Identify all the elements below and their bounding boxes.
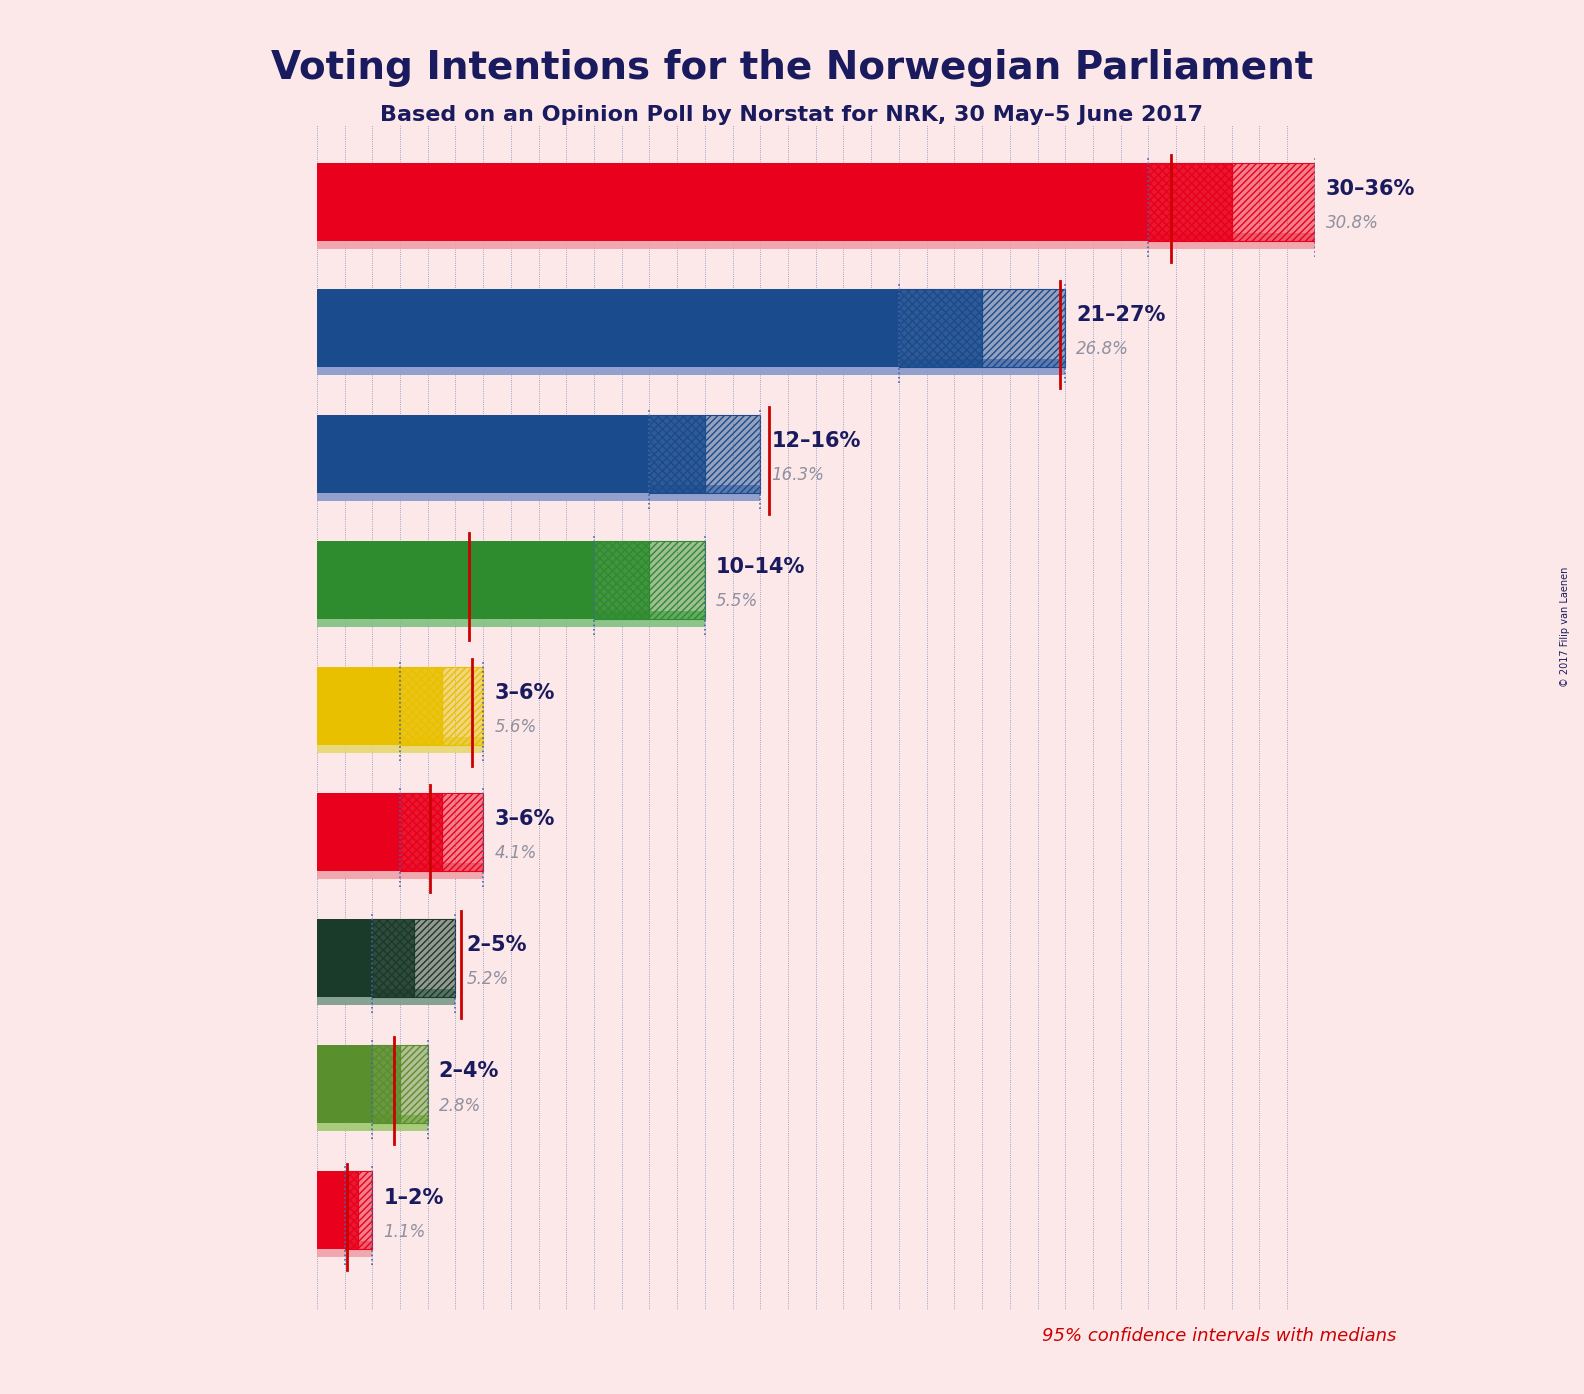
Bar <box>649 415 705 493</box>
Bar <box>982 289 1066 367</box>
Bar <box>594 541 649 619</box>
Bar <box>594 541 649 619</box>
Bar <box>413 919 456 997</box>
Text: 2.8%: 2.8% <box>439 1097 482 1115</box>
Bar <box>399 793 442 871</box>
Text: 5.2%: 5.2% <box>467 970 508 988</box>
Text: 1.1%: 1.1% <box>383 1223 426 1241</box>
Bar <box>317 737 483 753</box>
Bar <box>372 919 413 997</box>
Bar <box>317 233 1315 250</box>
Bar <box>317 1046 372 1124</box>
Bar <box>317 485 760 500</box>
Text: 95% confidence intervals with medians: 95% confidence intervals with medians <box>1042 1327 1397 1345</box>
Bar <box>399 1046 428 1124</box>
Text: Based on an Opinion Poll by Norstat for NRK, 30 May–5 June 2017: Based on an Opinion Poll by Norstat for … <box>380 105 1204 124</box>
Bar <box>399 666 442 744</box>
Bar <box>649 415 705 493</box>
Bar <box>317 919 372 997</box>
Bar <box>399 666 442 744</box>
Bar <box>442 666 483 744</box>
Text: 21–27%: 21–27% <box>1076 305 1166 325</box>
Text: © 2017 Filip van Laenen: © 2017 Filip van Laenen <box>1560 567 1570 687</box>
Text: 2–5%: 2–5% <box>467 935 527 955</box>
Bar <box>317 1115 428 1132</box>
Bar <box>358 1171 372 1249</box>
Bar <box>649 541 705 619</box>
Bar <box>372 919 413 997</box>
Bar <box>317 793 399 871</box>
Text: 30.8%: 30.8% <box>1326 215 1378 233</box>
Bar <box>442 666 483 744</box>
Bar <box>317 1241 372 1257</box>
Bar <box>900 289 982 367</box>
Bar <box>649 541 705 619</box>
Bar <box>442 793 483 871</box>
Bar <box>1148 163 1232 241</box>
Bar <box>317 1171 345 1249</box>
Bar <box>345 1171 358 1249</box>
Bar <box>982 289 1066 367</box>
Text: 1–2%: 1–2% <box>383 1188 444 1207</box>
Text: 5.6%: 5.6% <box>494 718 537 736</box>
Bar <box>399 1046 428 1124</box>
Bar <box>345 1171 358 1249</box>
Bar <box>1232 163 1315 241</box>
Bar <box>372 1046 399 1124</box>
Text: 30–36%: 30–36% <box>1326 178 1415 199</box>
Text: 3–6%: 3–6% <box>494 683 554 704</box>
Text: 12–16%: 12–16% <box>771 431 860 452</box>
Text: 4.1%: 4.1% <box>494 845 537 863</box>
Bar <box>317 289 900 367</box>
Bar <box>317 988 456 1005</box>
Bar <box>399 793 442 871</box>
Bar <box>705 415 760 493</box>
Text: 3–6%: 3–6% <box>494 810 554 829</box>
Bar <box>1232 163 1315 241</box>
Bar <box>900 289 982 367</box>
Bar <box>705 415 760 493</box>
Bar <box>317 358 1064 375</box>
Bar <box>317 163 1148 241</box>
Bar <box>317 541 594 619</box>
Text: 16.3%: 16.3% <box>771 466 824 484</box>
Bar <box>317 415 649 493</box>
Bar <box>442 793 483 871</box>
Text: 5.5%: 5.5% <box>716 592 759 611</box>
Text: Voting Intentions for the Norwegian Parliament: Voting Intentions for the Norwegian Parl… <box>271 49 1313 86</box>
Bar <box>358 1171 372 1249</box>
Bar <box>1148 163 1232 241</box>
Bar <box>317 666 399 744</box>
Text: 2–4%: 2–4% <box>439 1061 499 1082</box>
Bar <box>317 863 483 880</box>
Bar <box>372 1046 399 1124</box>
Text: 10–14%: 10–14% <box>716 558 805 577</box>
Bar <box>317 611 705 627</box>
Bar <box>413 919 456 997</box>
Text: 26.8%: 26.8% <box>1076 340 1129 358</box>
